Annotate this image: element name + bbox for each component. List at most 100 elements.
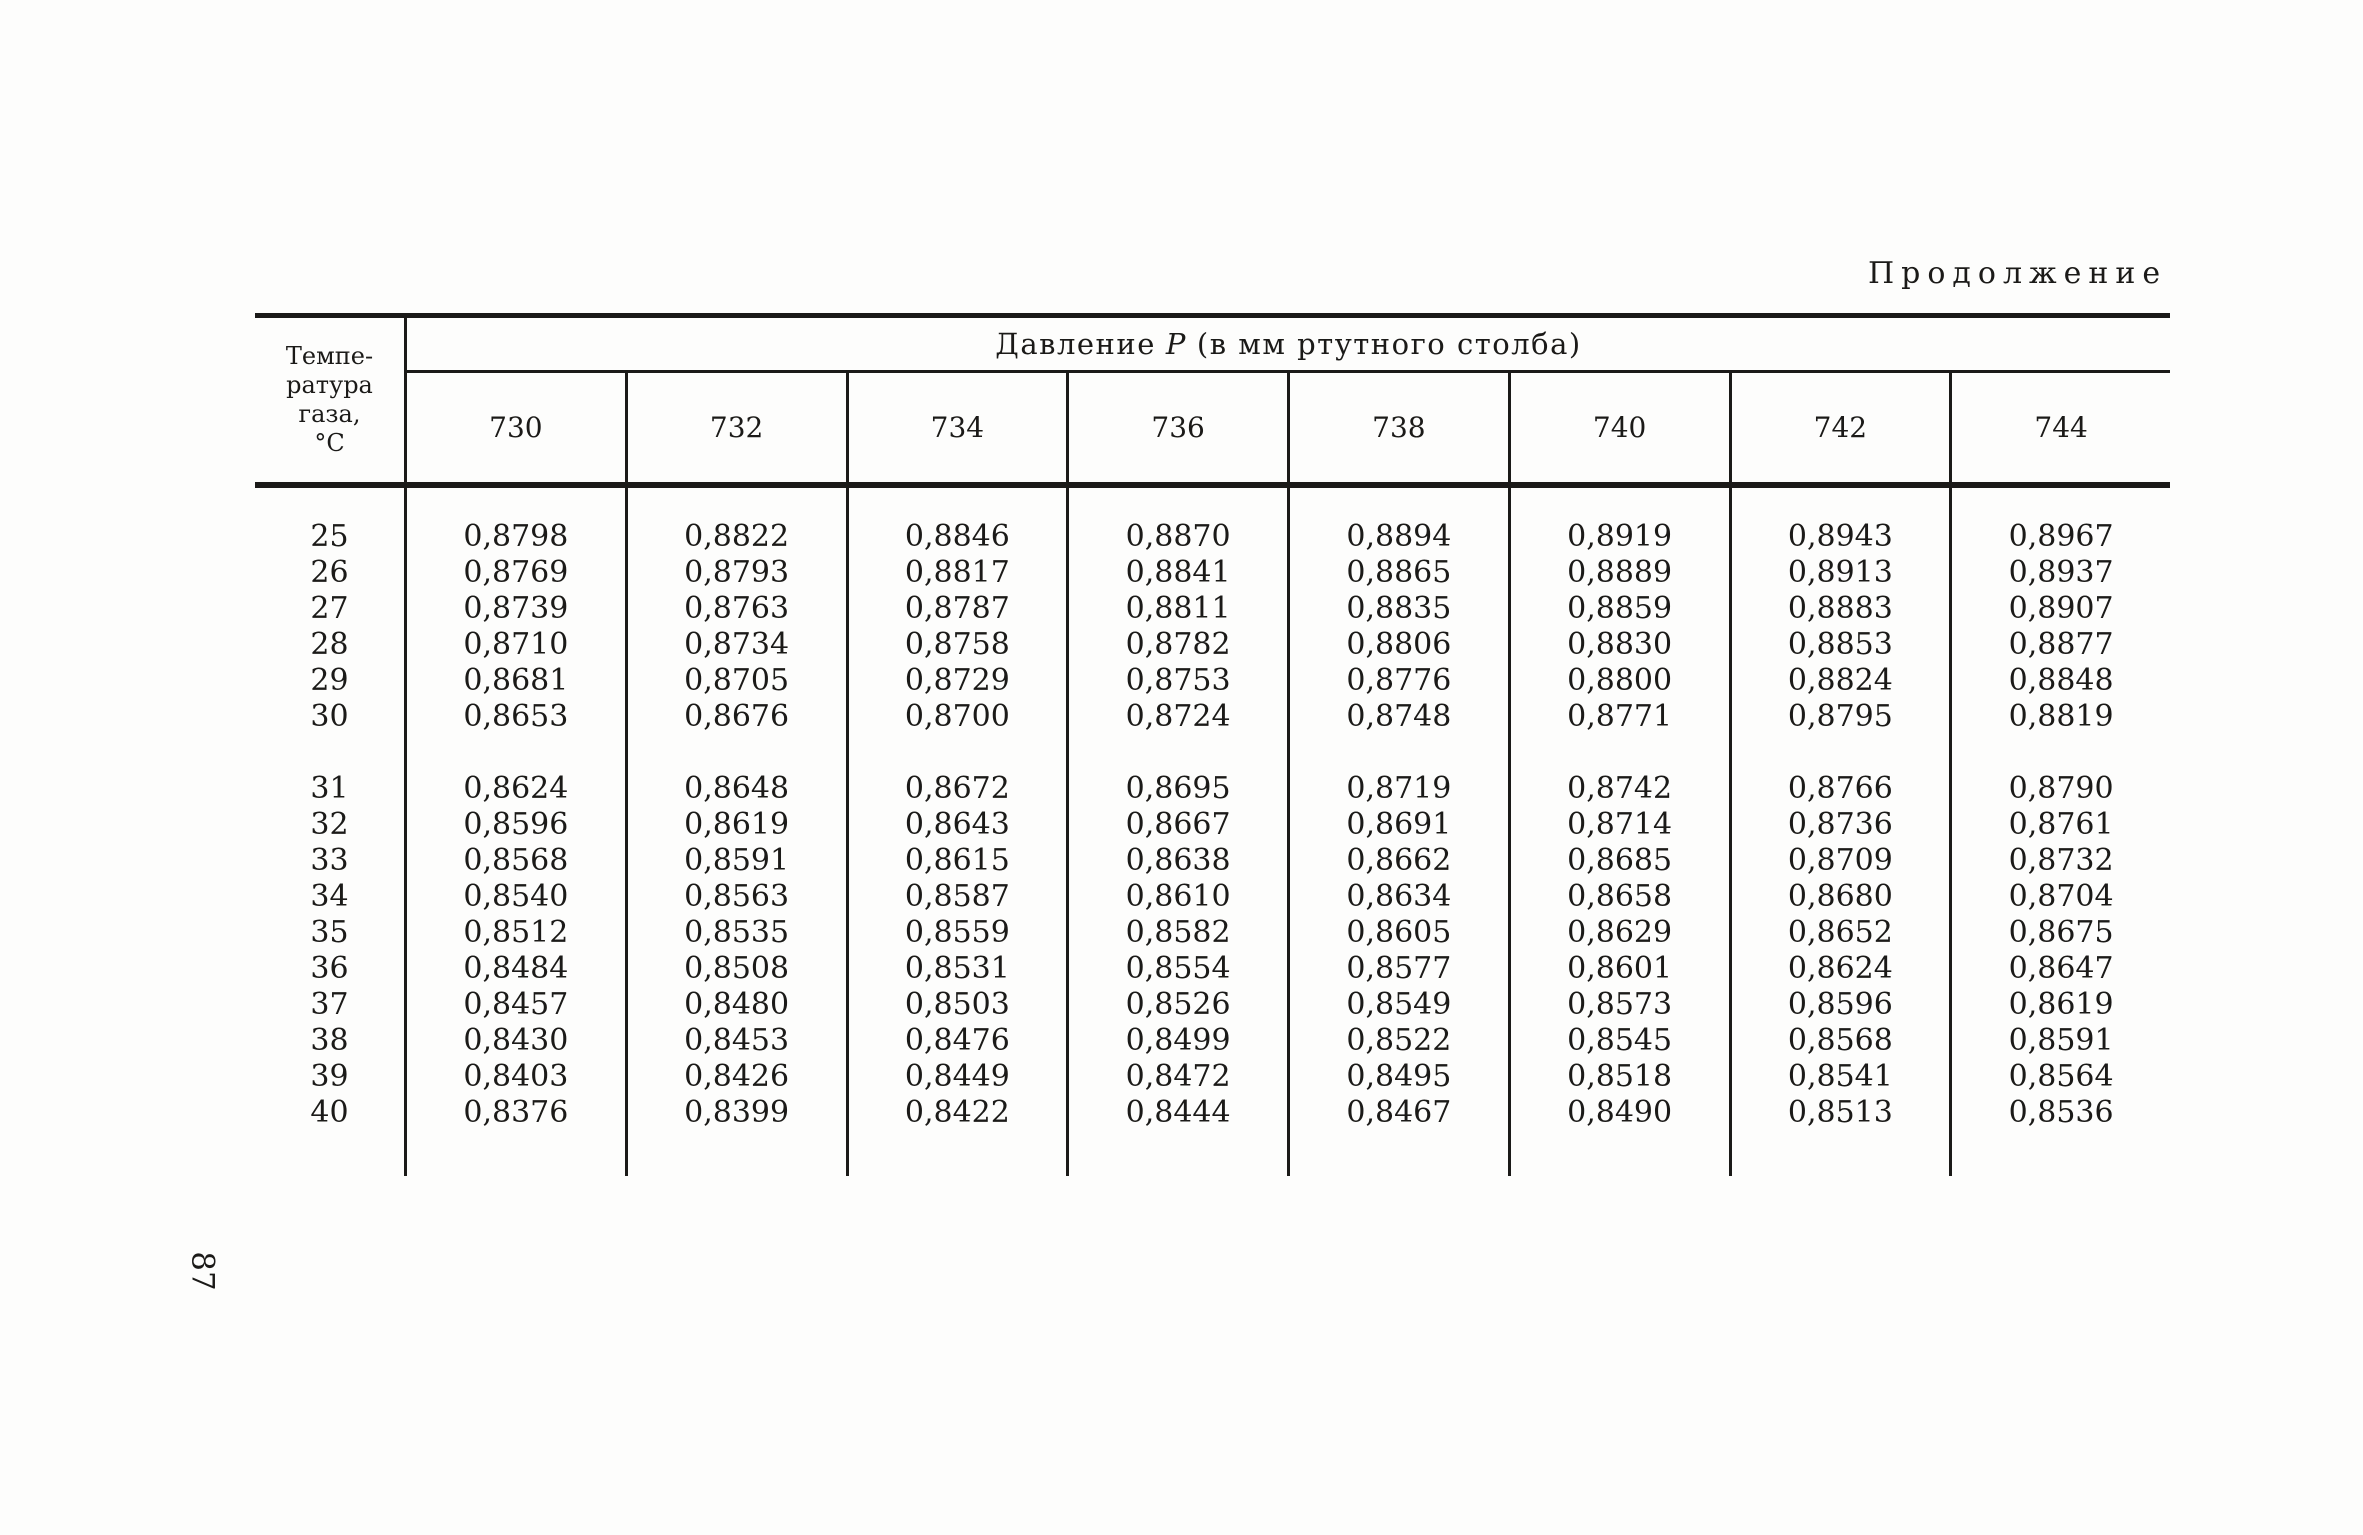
value-cell: 0,8766 [1728,770,1950,806]
value-cell: 0,8535 [624,914,846,950]
value-cell: 0,8495 [1287,1058,1508,1094]
temp-cell: 31 [255,770,407,806]
value-cell: 0,8526 [1066,986,1287,1022]
temp-column-header: Темпе- ратура газа, °С [255,318,407,482]
pressure-header-area: Давление Р (в мм ртутного столба) 730 73… [407,318,2170,482]
value-cell: 0,8467 [1287,1094,1508,1130]
temp-cell: 30 [255,698,407,734]
value-cell: 0,8776 [1287,662,1508,698]
pressure-column-headers: 730 732 734 736 738 740 742 744 [407,373,2170,482]
temp-cell: 39 [255,1058,407,1094]
table-row: 40 0,8376 0,8399 0,8422 0,8444 0,8467 0,8490 0,… [255,1094,2170,1130]
temp-cell: 29 [255,662,407,698]
value-cell [624,734,846,770]
table-row: 33 0,8568 0,8591 0,8615 0,8638 0,8662 0,8685 0,… [255,842,2170,878]
table-row: 39 0,8403 0,8426 0,8449 0,8472 0,8495 0,8518 0,… [255,1058,2170,1094]
pressure-table: Темпе- ратура газа, °С Давление Р (в мм … [255,313,2170,1176]
value-cell: 0,8822 [624,518,846,554]
temp-cell: 26 [255,554,407,590]
body-top-spacer [255,488,2170,518]
table-row: 32 0,8596 0,8619 0,8643 0,8667 0,8691 0,8714 0,… [255,806,2170,842]
value-cell: 0,8596 [1728,986,1950,1022]
table-row: 30 0,8653 0,8676 0,8700 0,8724 0,8748 0,8771 0,… [255,698,2170,734]
table-row: 37 0,8457 0,8480 0,8503 0,8526 0,8549 0,8573 0,… [255,986,2170,1022]
value-cell: 0,8619 [1949,986,2170,1022]
value-cell: 0,8758 [845,626,1067,662]
value-cell: 0,8919 [1507,518,1729,554]
temp-header-line: Темпе- [285,342,374,370]
value-cell: 0,8499 [1066,1022,1287,1058]
value-cell: 0,8653 [463,698,569,734]
value-cell: 0,8729 [845,662,1067,698]
pressure-column-header: 744 [1949,373,2170,482]
body-bottom-spacer [255,1130,2170,1176]
pressure-symbol: Р [1165,327,1187,361]
value-cell: 0,8591 [1949,1022,2170,1058]
value-cell: 0,8705 [624,662,846,698]
value-cell: 0,8638 [1066,842,1287,878]
value-cell: 0,8376 [463,1094,569,1130]
value-cell: 0,8704 [1949,878,2170,914]
row-group-gap [255,734,2170,770]
pressure-title-prefix: Давление [995,327,1156,361]
value-cell: 0,8724 [1066,698,1287,734]
value-cell: 0,8426 [624,1058,846,1094]
value-cell: 0,8577 [1287,950,1508,986]
value-cell [1728,1130,1950,1176]
value-cell: 0,8753 [1066,662,1287,698]
temp-cell [255,1130,407,1176]
value-cell: 0,8449 [845,1058,1067,1094]
value-cell: 0,8853 [1728,626,1950,662]
value-cell: 0,8734 [624,626,846,662]
temp-cell: 36 [255,950,407,986]
value-cell [1507,1130,1729,1176]
value-cell: 0,8795 [1728,698,1950,734]
temp-cell: 40 [255,1094,407,1130]
value-cell [1066,1130,1287,1176]
value-cell: 0,8685 [1507,842,1729,878]
value-cell: 0,8540 [463,878,569,914]
value-cell: 0,8647 [1949,950,2170,986]
pressure-column-header: 732 [624,373,846,482]
value-cell: 0,8695 [1066,770,1287,806]
temp-header-line: °С [314,429,345,457]
value-cell: 0,8624 [463,770,569,806]
table-row: 31 0,8624 0,8648 0,8672 0,8695 0,8719 0,8742 0,… [255,770,2170,806]
value-cell: 0,8601 [1507,950,1729,986]
temp-cell [255,734,407,770]
value-cell [1507,734,1729,770]
table-row: 27 0,8739 0,8763 0,8787 0,8811 0,8835 0,8859 0,… [255,590,2170,626]
temp-cell: 25 [255,518,407,554]
value-cell: 0,8676 [624,698,846,734]
temp-cell: 37 [255,986,407,1022]
value-cell: 0,8399 [624,1094,846,1130]
table-row: 36 0,8484 0,8508 0,8531 0,8554 0,8577 0,8601 0,… [255,950,2170,986]
temp-cell: 27 [255,590,407,626]
value-cell: 0,8453 [624,1022,846,1058]
value-cell [1066,734,1287,770]
value-cell [1287,734,1508,770]
value-cell: 0,8503 [845,986,1067,1022]
value-cell: 0,8476 [845,1022,1067,1058]
value-cell: 0,8769 [463,554,569,590]
value-cell: 0,8472 [1066,1058,1287,1094]
value-cell: 0,8800 [1507,662,1729,698]
value-cell: 0,8672 [845,770,1067,806]
temp-cell [255,488,407,518]
value-cell: 0,8610 [1066,878,1287,914]
value-cell: 0,8457 [463,986,569,1022]
value-cell: 0,8787 [845,590,1067,626]
value-cell [1949,734,2170,770]
value-cell [407,734,625,770]
table-row: 29 0,8681 0,8705 0,8729 0,8753 0,8776 0,8800 0,… [255,662,2170,698]
value-cell [1949,1130,2170,1176]
value-cell: 0,8719 [1287,770,1508,806]
value-cell: 0,8700 [845,698,1067,734]
value-cell: 0,8522 [1287,1022,1508,1058]
temp-cell: 28 [255,626,407,662]
value-cell: 0,8748 [1287,698,1508,734]
value-cell: 0,8508 [624,950,846,986]
value-cell: 0,8403 [463,1058,569,1094]
value-cell [1287,488,1508,518]
